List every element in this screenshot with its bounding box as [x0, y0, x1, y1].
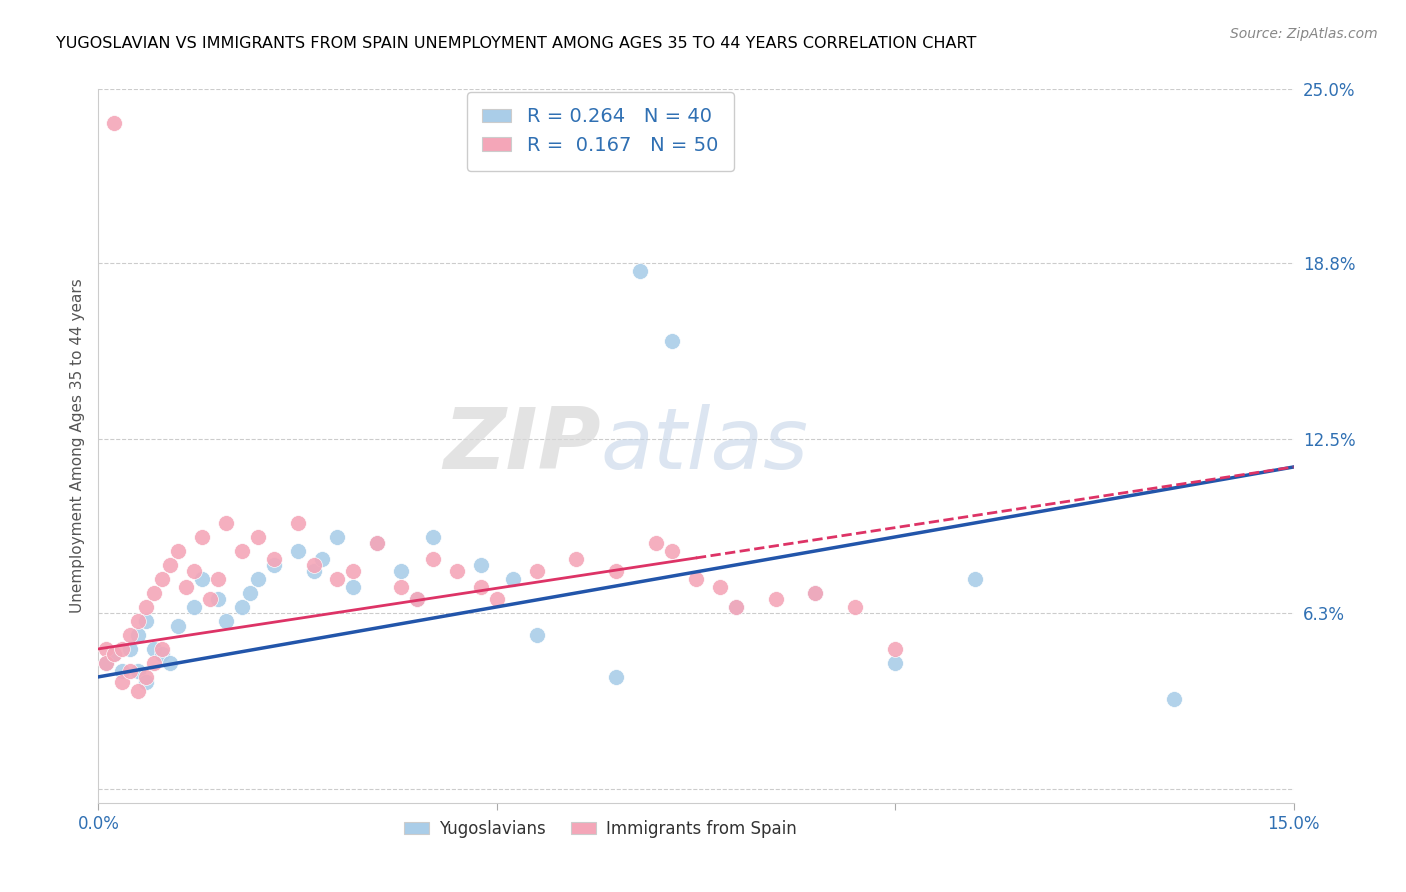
- Point: [526, 628, 548, 642]
- Point: [605, 564, 627, 578]
- Point: [191, 530, 214, 544]
- Point: [422, 552, 444, 566]
- Point: [366, 535, 388, 549]
- Text: YUGOSLAVIAN VS IMMIGRANTS FROM SPAIN UNEMPLOYMENT AMONG AGES 35 TO 44 YEARS CORR: YUGOSLAVIAN VS IMMIGRANTS FROM SPAIN UNE…: [56, 36, 977, 51]
- Y-axis label: Unemployment Among Ages 35 to 44 years: Unemployment Among Ages 35 to 44 years: [69, 278, 84, 614]
- Point: [127, 684, 149, 698]
- Point: [470, 580, 492, 594]
- Point: [246, 530, 269, 544]
- Point: [111, 675, 134, 690]
- Point: [389, 580, 412, 594]
- Point: [159, 558, 181, 572]
- Point: [342, 580, 364, 594]
- Point: [302, 564, 325, 578]
- Point: [470, 558, 492, 572]
- Point: [389, 564, 412, 578]
- Point: [207, 572, 229, 586]
- Point: [326, 572, 349, 586]
- Point: [127, 665, 149, 679]
- Point: [103, 648, 125, 662]
- Point: [342, 564, 364, 578]
- Point: [685, 572, 707, 586]
- Point: [884, 641, 907, 656]
- Point: [127, 628, 149, 642]
- Point: [844, 599, 866, 614]
- Point: [231, 599, 253, 614]
- Point: [884, 656, 907, 670]
- Point: [103, 648, 125, 662]
- Point: [143, 641, 166, 656]
- Point: [406, 591, 429, 606]
- Point: [167, 619, 190, 633]
- Point: [287, 516, 309, 530]
- Point: [215, 614, 238, 628]
- Point: [215, 516, 238, 530]
- Point: [150, 572, 173, 586]
- Point: [135, 670, 157, 684]
- Point: [207, 591, 229, 606]
- Point: [183, 564, 205, 578]
- Point: [366, 535, 388, 549]
- Point: [485, 591, 508, 606]
- Point: [143, 586, 166, 600]
- Text: atlas: atlas: [600, 404, 808, 488]
- Point: [231, 544, 253, 558]
- Point: [565, 552, 588, 566]
- Point: [311, 552, 333, 566]
- Point: [605, 670, 627, 684]
- Point: [96, 656, 118, 670]
- Point: [1163, 692, 1185, 706]
- Point: [963, 572, 986, 586]
- Point: [111, 641, 134, 656]
- Point: [422, 530, 444, 544]
- Point: [724, 599, 747, 614]
- Point: [661, 544, 683, 558]
- Point: [302, 558, 325, 572]
- Point: [628, 264, 651, 278]
- Text: ZIP: ZIP: [443, 404, 600, 488]
- Point: [661, 334, 683, 348]
- Point: [406, 591, 429, 606]
- Point: [167, 544, 190, 558]
- Point: [120, 628, 142, 642]
- Point: [198, 591, 221, 606]
- Point: [804, 586, 827, 600]
- Point: [246, 572, 269, 586]
- Point: [143, 656, 166, 670]
- Point: [135, 614, 157, 628]
- Point: [765, 591, 787, 606]
- Point: [239, 586, 262, 600]
- Point: [127, 614, 149, 628]
- Point: [96, 656, 118, 670]
- Point: [446, 564, 468, 578]
- Point: [709, 580, 731, 594]
- Point: [526, 564, 548, 578]
- Point: [150, 641, 173, 656]
- Point: [804, 586, 827, 600]
- Point: [135, 599, 157, 614]
- Text: Source: ZipAtlas.com: Source: ZipAtlas.com: [1230, 27, 1378, 41]
- Point: [645, 535, 668, 549]
- Point: [96, 641, 118, 656]
- Point: [183, 599, 205, 614]
- Point: [120, 641, 142, 656]
- Point: [111, 665, 134, 679]
- Point: [287, 544, 309, 558]
- Point: [263, 558, 285, 572]
- Point: [135, 675, 157, 690]
- Point: [326, 530, 349, 544]
- Point: [263, 552, 285, 566]
- Point: [174, 580, 197, 594]
- Point: [724, 599, 747, 614]
- Point: [120, 665, 142, 679]
- Point: [150, 648, 173, 662]
- Point: [159, 656, 181, 670]
- Point: [502, 572, 524, 586]
- Point: [103, 116, 125, 130]
- Legend: Yugoslavians, Immigrants from Spain: Yugoslavians, Immigrants from Spain: [398, 814, 803, 845]
- Point: [191, 572, 214, 586]
